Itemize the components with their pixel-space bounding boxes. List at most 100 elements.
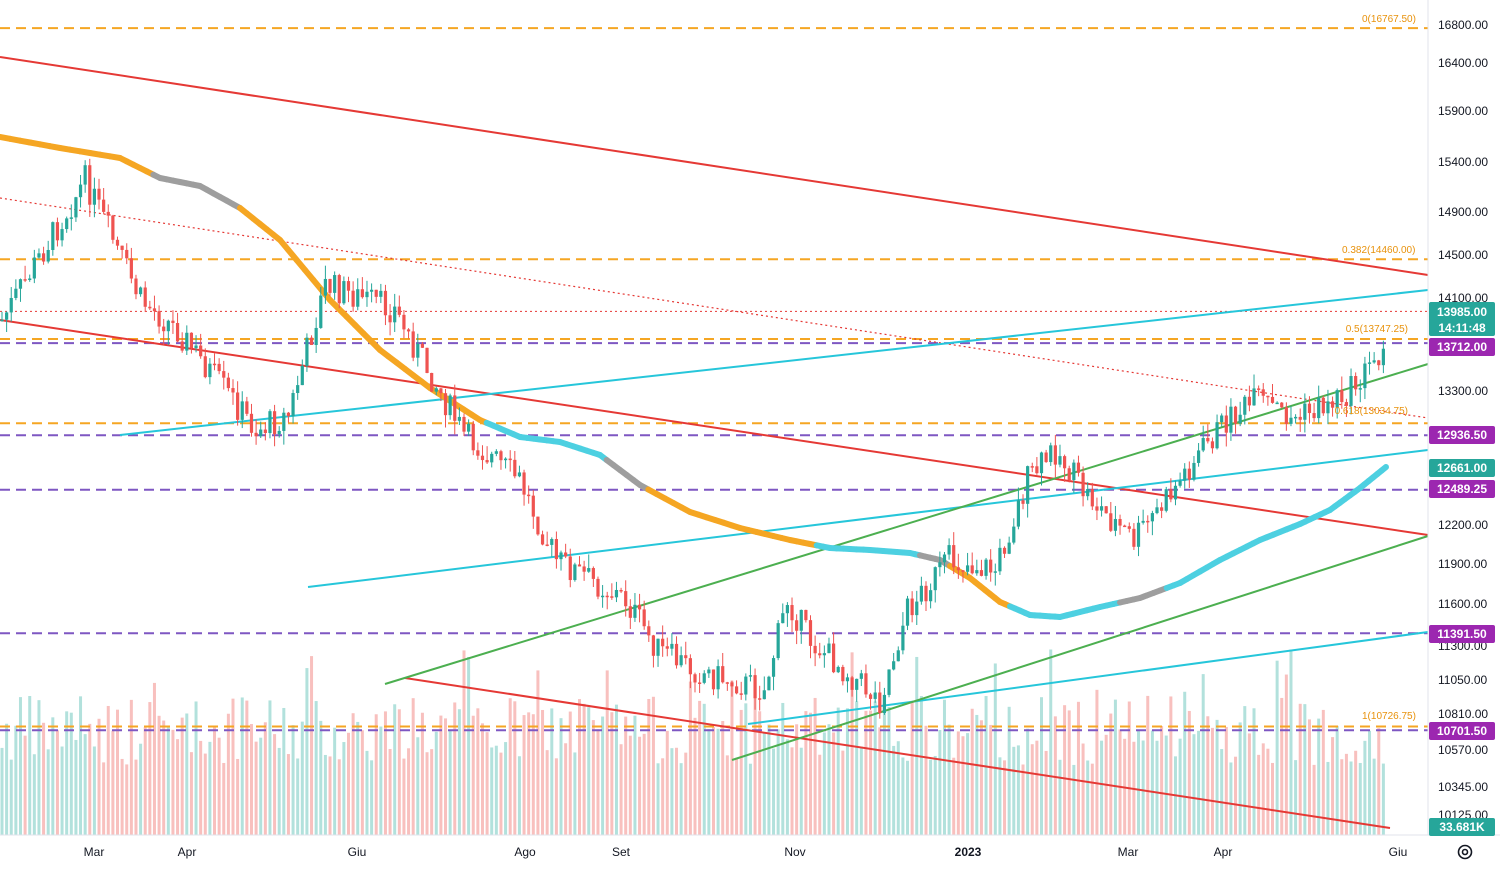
candle-body — [194, 345, 198, 349]
candle-body — [249, 413, 254, 433]
volume-bar — [143, 727, 147, 835]
volume-bar — [1164, 735, 1168, 835]
volume-bar — [319, 720, 323, 835]
price-tick-label: 12200.00 — [1438, 518, 1488, 532]
candle-body — [1155, 507, 1159, 514]
candle-body — [901, 625, 905, 651]
candle-body — [65, 218, 69, 230]
candle-body — [393, 306, 397, 323]
candle-body — [822, 653, 826, 656]
volume-bar — [296, 758, 300, 835]
candle-body — [1270, 396, 1275, 403]
price-tags: 13985.00 14:11:48 13712.00 12936.50 12661.00… — [1429, 302, 1495, 836]
volume-bar — [37, 700, 41, 835]
trendline — [747, 631, 1429, 725]
candle-body — [120, 245, 124, 250]
candle-body — [175, 322, 180, 342]
candle-body — [1178, 480, 1182, 486]
time-tick-label: Giu — [348, 845, 367, 859]
volume-bar — [1040, 697, 1043, 835]
price-tick-label: 15900.00 — [1438, 104, 1488, 118]
volume-bar — [240, 697, 244, 835]
volume-bar — [476, 708, 480, 835]
candle-body — [92, 188, 96, 205]
volume-bar — [32, 754, 36, 835]
candle-body — [758, 698, 762, 700]
candle-body — [568, 556, 572, 581]
volume-bar — [374, 714, 378, 835]
candle-body — [1081, 472, 1085, 497]
volume-bar — [231, 698, 235, 835]
volume-bar — [42, 722, 46, 835]
price-axis[interactable]: 16800.00 16400.00 15900.00 15400.00 14900.00… — [1427, 0, 1488, 835]
candle-body — [1381, 348, 1385, 366]
candle-body — [383, 290, 388, 316]
volume-bar — [411, 698, 415, 835]
candle-body — [915, 601, 919, 616]
volume-bar — [1234, 756, 1238, 835]
candle-body — [185, 332, 189, 351]
candle-body — [878, 692, 882, 714]
candle-body — [152, 308, 157, 312]
candle-body — [656, 638, 660, 656]
volume-bar — [462, 650, 466, 835]
volume-bar — [785, 739, 789, 835]
volume-bar — [60, 746, 64, 835]
price-tag-label: 33.681K — [1439, 820, 1485, 834]
candle-body — [1123, 525, 1127, 528]
volume-bar — [342, 742, 346, 835]
candle-body — [577, 564, 582, 567]
candle-body — [5, 312, 9, 320]
candle-body — [476, 450, 480, 456]
volume-bar — [300, 721, 304, 835]
volume-bar — [527, 712, 531, 835]
time-axis[interactable]: Mar Apr Giu Ago Set Nov 2023 Mar Apr Giu — [0, 834, 1500, 859]
volume-bar — [975, 714, 979, 835]
volume-bar — [1067, 710, 1071, 835]
candle-body — [425, 347, 429, 373]
volume-bar — [1381, 763, 1385, 835]
volume-bar — [536, 670, 540, 835]
volume-bar — [915, 656, 919, 835]
volume-bar — [753, 674, 757, 835]
price-tag-box — [1429, 818, 1495, 836]
candle-body — [1058, 456, 1062, 465]
candle-body — [582, 566, 586, 572]
candle-body — [1367, 362, 1372, 364]
volume-bar — [850, 652, 854, 835]
candle-body — [411, 331, 415, 358]
candle-body — [41, 253, 46, 262]
volume-bar — [809, 712, 812, 835]
volume-bar — [554, 758, 558, 835]
trendline — [307, 449, 1429, 588]
candle-body — [1377, 360, 1381, 366]
volume-bar — [1321, 709, 1325, 835]
candle-body — [836, 666, 840, 673]
candle-body — [868, 694, 873, 699]
candle-body — [513, 459, 517, 477]
volume-bar — [314, 701, 318, 835]
candle-body — [845, 677, 850, 682]
gear-icon[interactable] — [1456, 843, 1474, 861]
candle-body — [1312, 413, 1316, 419]
volume-bar — [1030, 744, 1034, 835]
volume-bar — [28, 696, 32, 835]
candle-body — [670, 643, 674, 649]
volume-bar — [1344, 753, 1348, 835]
candle-body — [702, 673, 706, 683]
volume-bar — [407, 748, 411, 835]
candle-body — [356, 289, 360, 307]
candle-body — [605, 595, 609, 598]
candle-body — [730, 682, 734, 687]
volume-bar — [83, 734, 87, 835]
volume-bar — [1109, 713, 1113, 835]
volume-bar — [744, 703, 748, 835]
candle-body — [323, 278, 327, 296]
volume-bar — [208, 741, 212, 835]
trendline — [404, 677, 1391, 829]
volume-bar — [619, 744, 623, 835]
volume-bar — [1058, 759, 1062, 835]
volume-bar — [199, 740, 203, 835]
volume-bar — [273, 734, 277, 835]
